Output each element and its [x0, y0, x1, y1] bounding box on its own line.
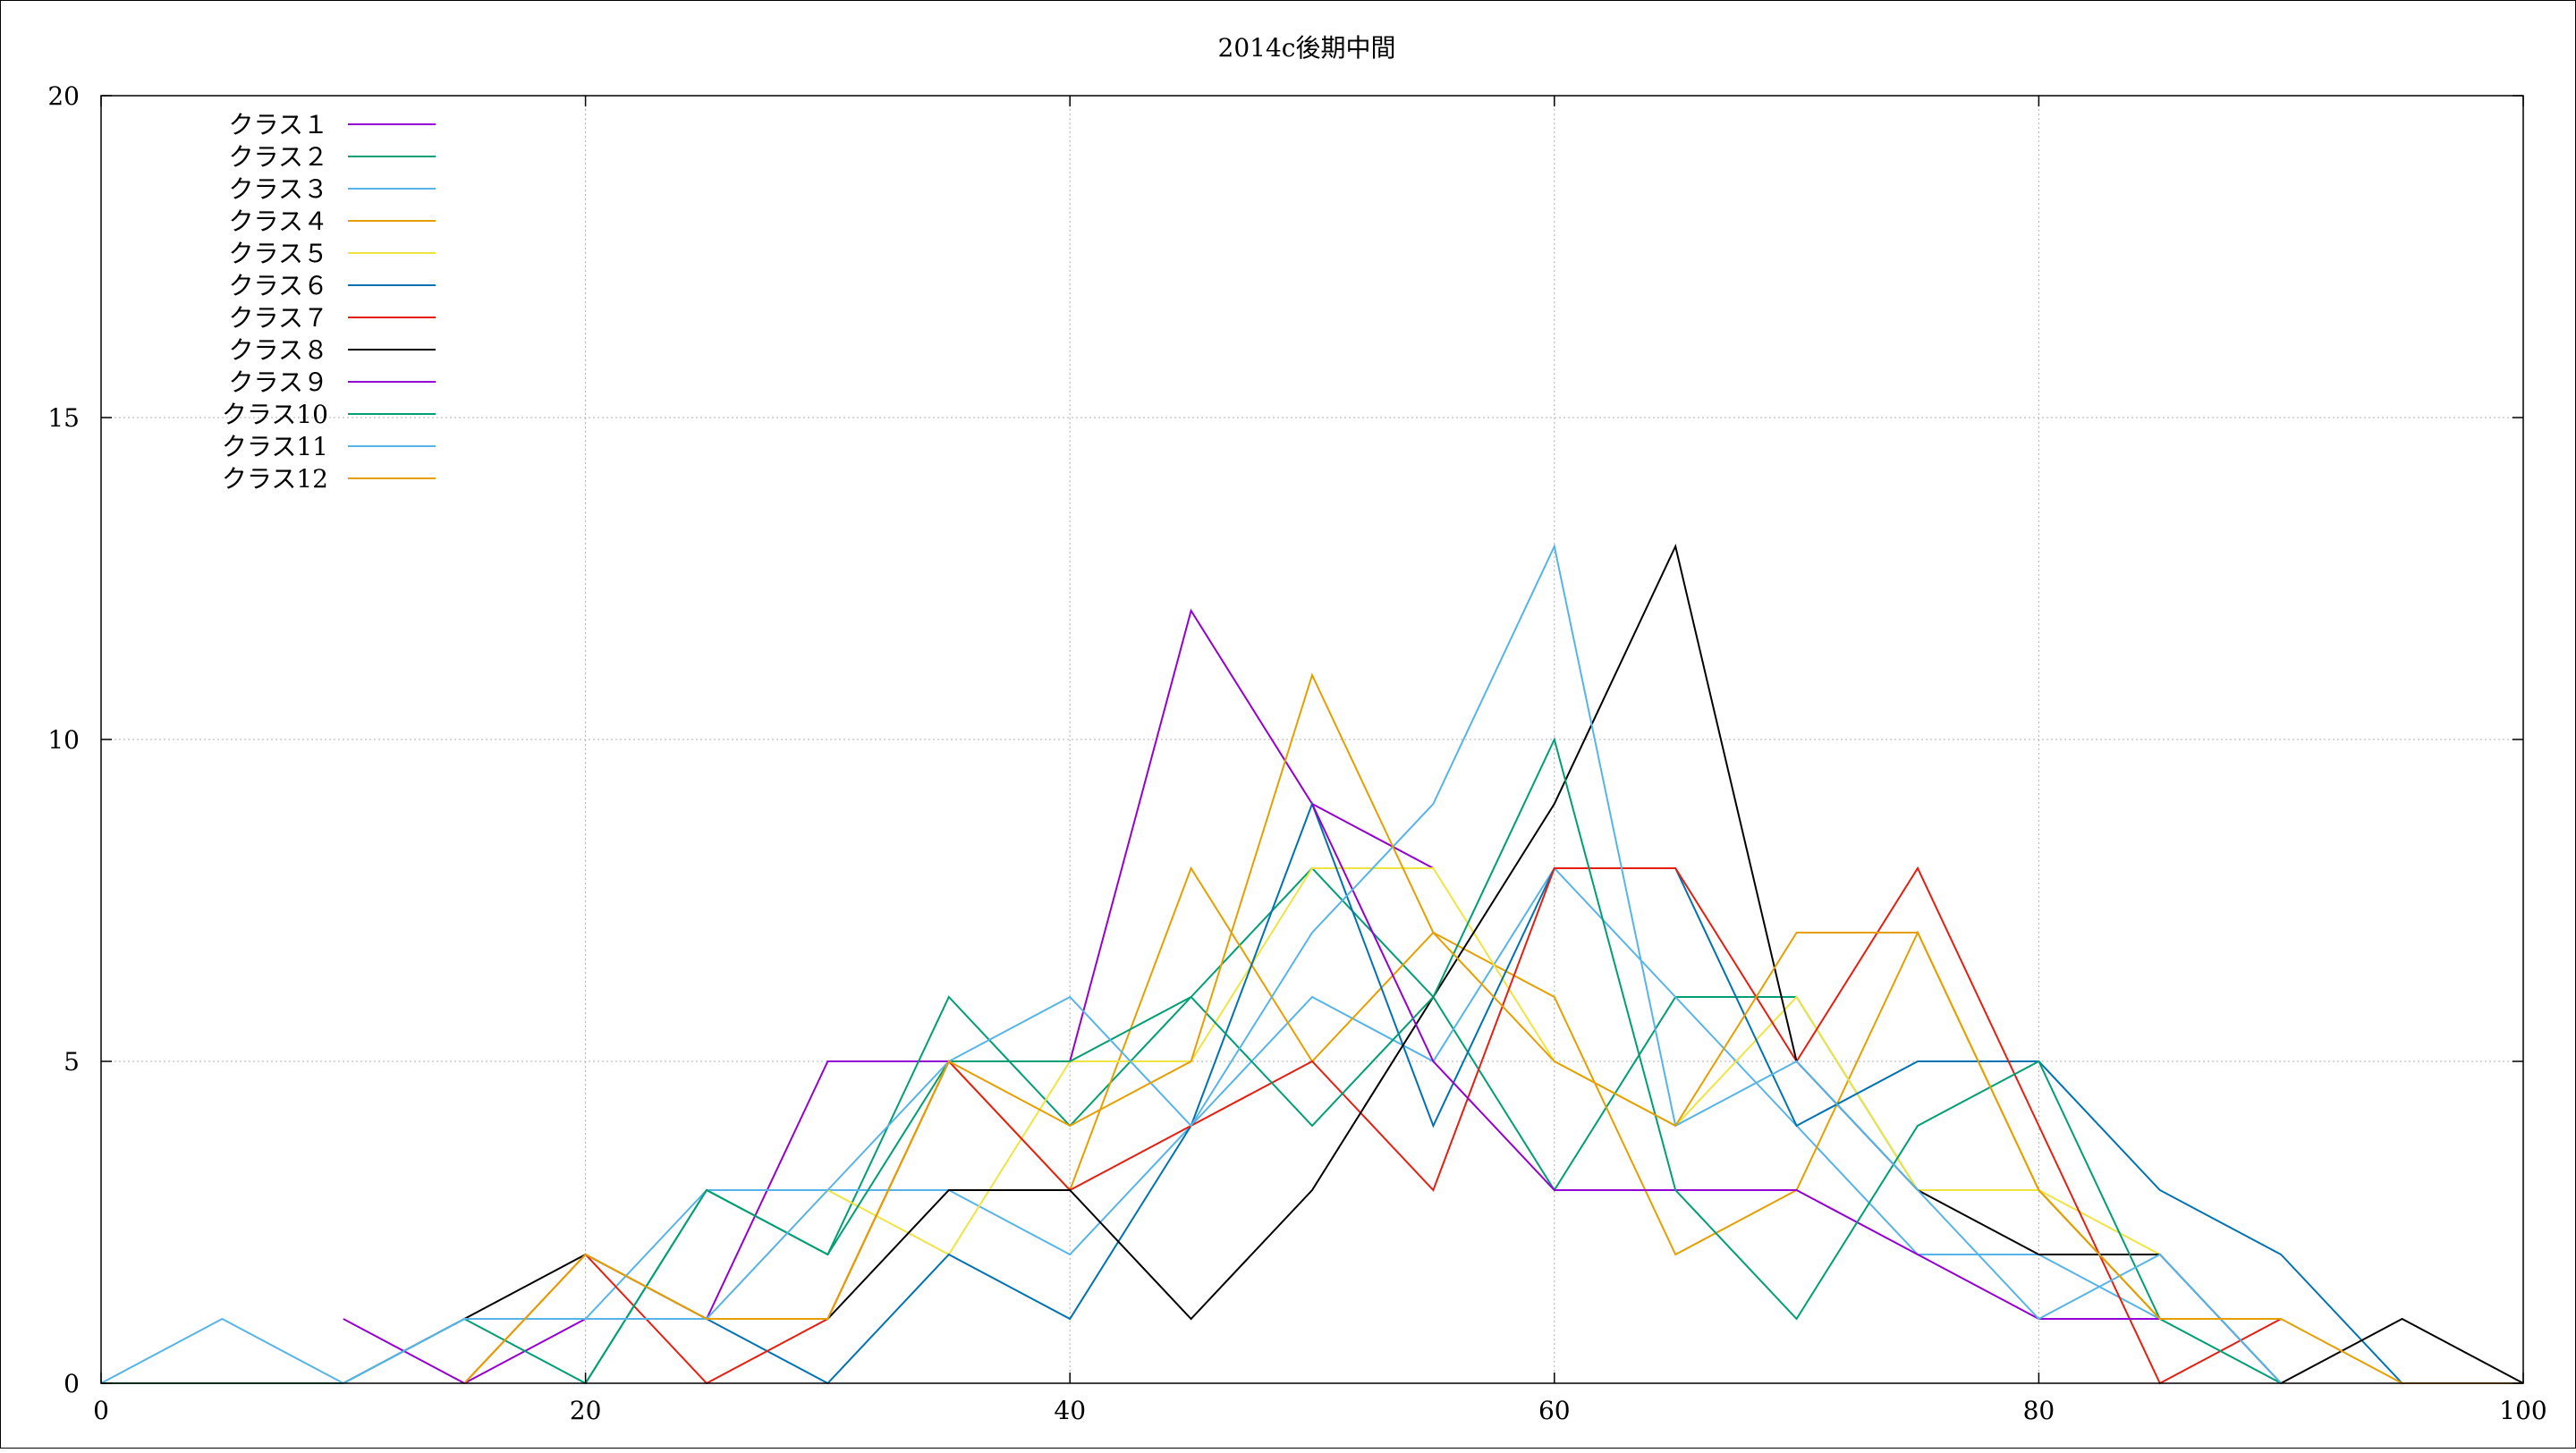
legend-entry: クラス１ [229, 110, 436, 139]
series-line-1 [343, 608, 1434, 1385]
x-tick-label: 100 [2499, 1396, 2546, 1425]
legend-entry: クラス６ [229, 271, 436, 300]
legend-entry: クラス10 [222, 400, 436, 429]
legend-label: クラス９ [229, 367, 328, 397]
legend-entry: クラス11 [222, 432, 436, 461]
series-line-7 [463, 866, 2282, 1385]
legend-label: クラス７ [229, 303, 328, 333]
legend-entry: クラス３ [229, 174, 436, 204]
legend-label: クラス12 [222, 464, 328, 494]
series-layer [100, 543, 2524, 1385]
ticks-layer: 0 20 40 60 80 100 0 5 10 15 20 [47, 81, 2546, 1425]
legend-entry: クラス12 [222, 464, 436, 494]
x-tick-label: 40 [1054, 1396, 1086, 1425]
y-tick-label: 0 [64, 1369, 80, 1398]
legend-entry: クラス４ [229, 207, 436, 236]
x-tick-label: 20 [570, 1396, 602, 1425]
y-tick-label: 20 [47, 81, 80, 111]
legend-entry: クラス８ [229, 335, 436, 365]
y-tick-label: 5 [64, 1047, 80, 1077]
y-tick-label: 10 [47, 725, 80, 755]
legend-label: クラス１ [229, 110, 328, 139]
legend-label: クラス３ [229, 174, 328, 204]
legend-entry: クラス２ [229, 142, 436, 172]
legend-entry: クラス９ [229, 367, 436, 397]
x-tick-label: 0 [93, 1396, 109, 1425]
series-line-11 [100, 543, 2282, 1385]
y-tick-label: 15 [47, 403, 80, 433]
grid-layer [101, 96, 2523, 1383]
legend-entry: クラス５ [229, 239, 436, 268]
legend-label: クラス２ [229, 142, 328, 172]
x-tick-label: 80 [2023, 1396, 2055, 1425]
x-tick-label: 60 [1538, 1396, 1571, 1425]
series-line-8 [343, 543, 2524, 1385]
legend-label: クラス11 [222, 432, 328, 461]
legend-label: クラス４ [229, 207, 328, 236]
legend-entry: クラス７ [229, 303, 436, 333]
series-line-4 [707, 866, 2161, 1320]
legend-label: クラス８ [229, 335, 328, 365]
series-line-9 [1311, 803, 2160, 1320]
legend-label: クラス５ [229, 239, 328, 268]
legend-label: クラス６ [229, 271, 328, 300]
series-line-5 [706, 867, 2161, 1320]
chart-title: 2014c後期中間 [1218, 33, 1396, 63]
legend-label: クラス10 [222, 400, 328, 429]
series-line-12 [463, 672, 2523, 1384]
